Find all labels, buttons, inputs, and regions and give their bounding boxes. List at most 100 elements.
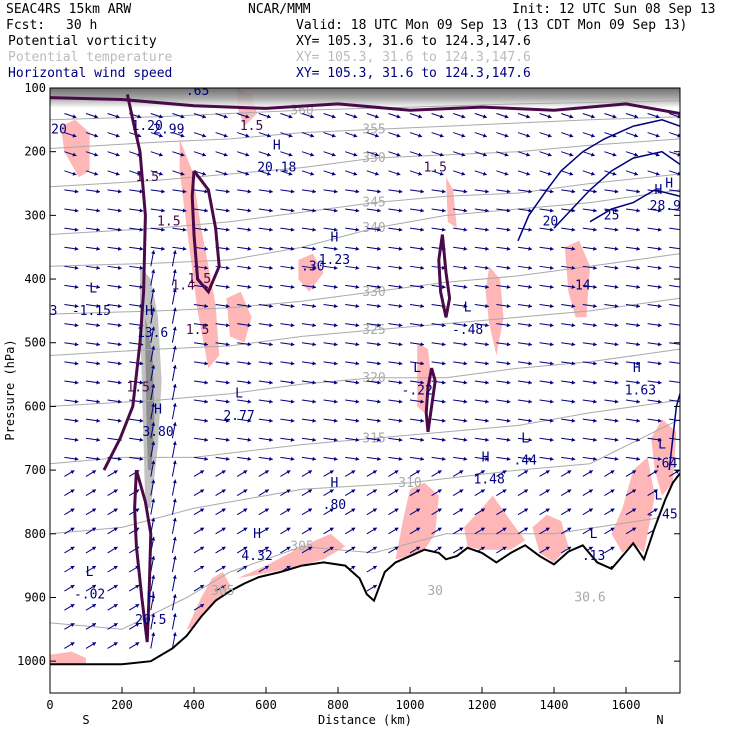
theta-contour-line xyxy=(50,100,680,121)
wind-vector-head xyxy=(151,594,156,598)
wind-vector-head xyxy=(437,489,442,494)
wind-vector-head xyxy=(657,208,662,213)
wind-vector-head xyxy=(204,265,208,270)
wind-vector-head xyxy=(151,441,156,446)
wind-vector-head xyxy=(74,284,79,289)
wind-vector xyxy=(669,342,680,345)
wind-vector-head xyxy=(151,632,156,637)
wind-vector-head xyxy=(416,489,420,494)
theta-contour-line xyxy=(50,173,680,235)
wind-vector-head xyxy=(70,546,75,551)
wind-vector-head xyxy=(549,456,554,461)
wind-vector-head xyxy=(441,284,446,289)
wind-vector-head xyxy=(377,246,381,251)
theta-contour-label: 310 xyxy=(398,476,421,491)
contour-label: L xyxy=(89,282,97,297)
wind-vector xyxy=(669,399,680,403)
wind-vector-head xyxy=(612,171,617,176)
wind-vector-head xyxy=(420,437,424,442)
wind-vector-head xyxy=(172,536,177,541)
wind-vector-head xyxy=(310,152,314,157)
wind-vector-head xyxy=(528,227,532,232)
wind-vector-head xyxy=(92,508,96,513)
wind-vector-head xyxy=(151,479,156,484)
wind-vector-head xyxy=(398,456,403,461)
wind-vector-head xyxy=(139,418,144,423)
wind-vector-head xyxy=(312,227,316,232)
contour-label: 30 xyxy=(427,584,443,599)
wind-vector-head xyxy=(524,508,528,513)
wind-vector-head xyxy=(92,546,96,551)
wind-vector-head xyxy=(204,437,208,442)
wind-vector-head xyxy=(377,342,381,347)
wind-vector-head xyxy=(461,171,466,176)
wind-vector-head xyxy=(420,284,424,289)
wind-vector-head xyxy=(74,456,79,461)
wind-vector-head xyxy=(290,208,295,213)
wind-vector-head xyxy=(221,489,226,494)
wind-vector-head xyxy=(528,265,532,270)
wind-vector-head xyxy=(571,246,576,251)
wind-vector-head xyxy=(247,418,252,423)
wind-vector-head xyxy=(502,470,507,475)
wind-vector-head xyxy=(394,470,399,475)
wind-vector-head xyxy=(571,265,576,270)
wind-vector-head xyxy=(139,208,144,213)
wind-vector-head xyxy=(355,361,360,366)
contour-label: 1.5 xyxy=(135,170,158,185)
theta-contour-line xyxy=(50,348,680,407)
contour-label: H xyxy=(330,476,338,491)
contour-label: L xyxy=(235,387,243,402)
wind-vector-head xyxy=(657,304,662,309)
y-tick-label: 200 xyxy=(24,145,46,159)
wind-vector-head xyxy=(420,265,424,270)
wind-vector-head xyxy=(92,623,96,627)
wind-vector-head xyxy=(567,546,572,551)
wind-vector-head xyxy=(172,575,177,579)
wind-vector-head xyxy=(502,546,507,551)
wind-vector-head xyxy=(355,437,360,442)
terrain xyxy=(50,472,680,693)
wind-vector-head xyxy=(549,361,554,366)
wind-vector-head xyxy=(485,456,489,461)
wind-vector-head xyxy=(172,307,177,312)
wind-vector-head xyxy=(92,470,96,475)
wind-vector-head xyxy=(139,456,144,461)
wind-vector-head xyxy=(416,527,420,532)
wind-vector-head xyxy=(377,304,381,309)
wind-vector-head xyxy=(463,304,468,309)
contour-label: -.48 xyxy=(452,323,483,338)
wind-vector-head xyxy=(396,152,401,157)
wind-vector-head xyxy=(247,437,252,442)
contour-label: 3.80 xyxy=(142,425,173,440)
wind-vector-head xyxy=(115,171,120,176)
wind-vector-head xyxy=(372,489,377,494)
wind-speed-contour-line xyxy=(517,119,680,242)
wind-vector-head xyxy=(398,380,403,385)
wind-vector-head xyxy=(571,380,576,385)
wind-vector-head xyxy=(482,114,487,119)
wind-vector-head xyxy=(398,418,403,423)
wind-vector-head xyxy=(351,565,356,570)
wind-vector-head xyxy=(506,227,511,232)
wind-vector-head xyxy=(480,489,485,494)
wind-vector-head xyxy=(74,265,79,270)
wind-vector-head xyxy=(113,604,118,608)
wind-vector-head xyxy=(96,323,100,328)
wind-vector-head xyxy=(72,152,77,157)
wind-vector-head xyxy=(247,456,252,461)
wind-vector-head xyxy=(72,171,77,176)
wind-vector-head xyxy=(506,189,511,194)
wind-vector-head xyxy=(308,508,312,513)
wind-vector-head xyxy=(290,380,295,385)
wind-vector-head xyxy=(96,361,100,366)
wind-vector-head xyxy=(225,246,230,251)
wind-vector-head xyxy=(204,304,208,309)
wind-vector-head xyxy=(70,642,75,646)
wind-vector-head xyxy=(74,323,79,328)
wind-vector-head xyxy=(377,208,381,213)
contour-label: H xyxy=(253,527,261,542)
wind-vector-head xyxy=(528,284,532,289)
wind-vector-head xyxy=(549,380,554,385)
wind-vector-head xyxy=(286,470,291,475)
